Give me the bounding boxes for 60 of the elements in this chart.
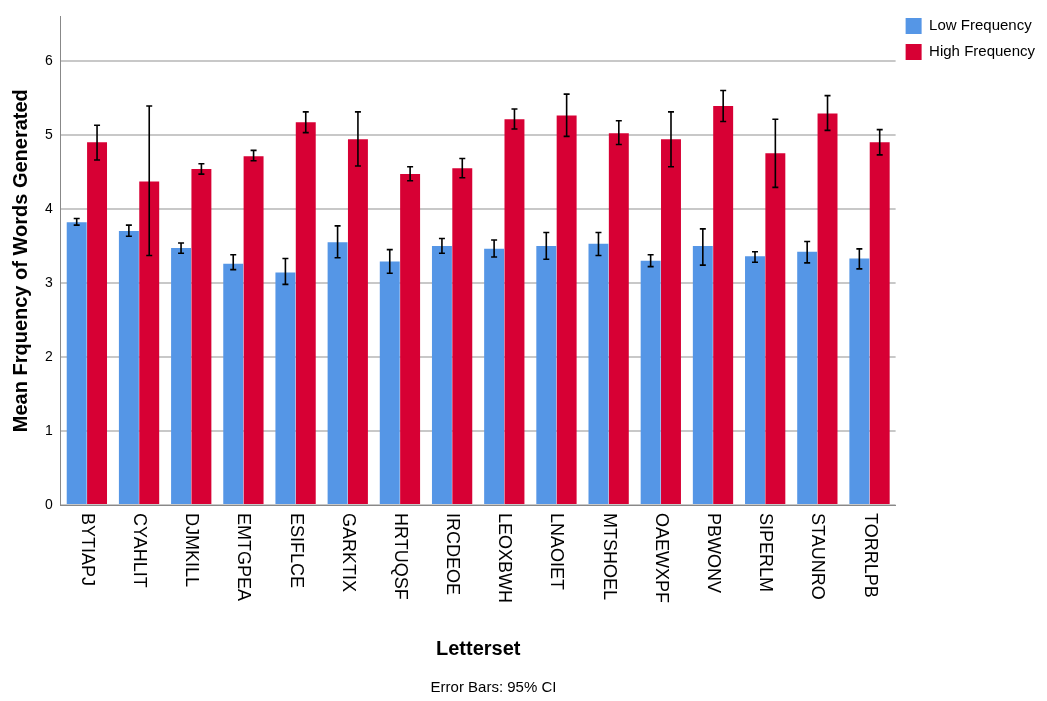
bar — [66, 222, 87, 504]
bar — [745, 256, 765, 504]
x-tick-label: HRTUQSF — [390, 513, 411, 600]
y-tick-label: 0 — [44, 495, 53, 512]
legend-label: Low Frequency — [929, 16, 1033, 34]
bar — [243, 156, 264, 504]
bar — [556, 115, 577, 504]
bar — [275, 272, 296, 504]
x-axis-title: Letterset — [435, 636, 521, 659]
x-tick-label: TORRLPB — [860, 513, 881, 598]
x-tick-label: GARKTIX — [338, 513, 359, 593]
bar — [713, 105, 734, 504]
bar — [400, 174, 421, 504]
bar — [431, 245, 452, 504]
y-axis-title: Mean Frquency of Words Generated — [8, 89, 31, 433]
x-tick-label: STAUNRO — [808, 513, 829, 600]
bar — [118, 231, 139, 504]
bar — [452, 168, 473, 504]
x-tick-label: SIPERLM — [756, 513, 777, 593]
x-tick-label: OAEWXPF — [651, 513, 672, 604]
bar — [661, 139, 681, 504]
bar — [327, 242, 348, 504]
bar — [817, 113, 838, 504]
bar — [608, 133, 629, 504]
y-tick-label: 4 — [44, 199, 53, 216]
bar — [588, 243, 609, 504]
bar — [797, 251, 818, 504]
bar — [191, 168, 212, 504]
legend-label: High Frequency — [929, 42, 1036, 60]
x-tick-label: DJMKILL — [182, 513, 203, 588]
y-tick-label: 3 — [44, 273, 53, 290]
x-tick-label: LNAOIET — [547, 513, 568, 591]
x-tick-label: EMTGPEA — [234, 513, 255, 602]
bar — [171, 248, 192, 504]
x-tick-label: LEOXBWH — [495, 513, 516, 604]
y-tick-label: 2 — [44, 347, 53, 364]
y-tick-label: 5 — [44, 125, 53, 142]
x-tick-label: CYAHLIT — [130, 513, 151, 588]
bar — [87, 142, 108, 504]
x-tick-label: ESIFLCE — [286, 513, 307, 589]
bar — [504, 119, 525, 504]
bar — [765, 153, 786, 504]
bar — [692, 245, 713, 504]
y-tick-label: 1 — [44, 421, 53, 438]
text: Error Bars: 95% CI — [430, 677, 557, 695]
bar — [295, 122, 316, 504]
x-tick-label: BYTIAPJ — [77, 513, 98, 587]
x-tick-label: PBWONV — [704, 513, 725, 594]
bar — [869, 142, 890, 504]
y-tick-label: 6 — [44, 51, 53, 68]
bar — [139, 181, 160, 504]
x-tick-label: IRCDEOE — [443, 513, 464, 596]
bar — [849, 258, 870, 504]
bar — [347, 139, 368, 504]
bar — [640, 260, 661, 504]
bar — [379, 261, 400, 504]
x-tick-label: MTSHOEL — [599, 513, 620, 601]
bar — [223, 263, 244, 504]
bar — [536, 245, 557, 504]
bar — [484, 248, 505, 504]
